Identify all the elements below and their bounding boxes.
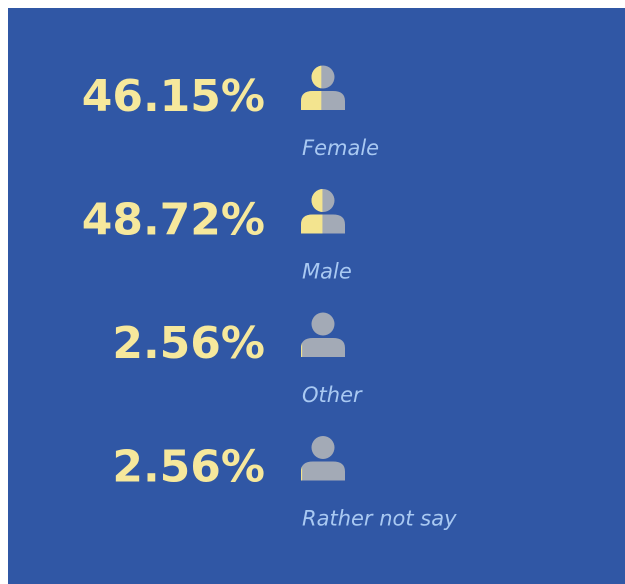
icon-head (311, 436, 335, 459)
person-icon-fill (301, 342, 303, 357)
icon-body (301, 214, 323, 234)
icon-body (301, 338, 345, 357)
person-icon-empty (301, 436, 345, 481)
icon-body (301, 466, 303, 481)
person-icon-fill (301, 65, 322, 110)
category-label: Female (302, 136, 379, 160)
icon-body (301, 342, 303, 357)
icon-head (311, 312, 335, 336)
person-icon-fill (301, 466, 303, 481)
percentage-label: 2.56% (112, 442, 265, 493)
category-label: Other (302, 383, 363, 407)
icon-body (301, 461, 345, 481)
category-label: Rather not say (302, 507, 457, 531)
percentage-label: 48.72% (82, 195, 265, 246)
percentage-label: 46.15% (82, 71, 265, 122)
icon-body (301, 91, 322, 110)
person-icon-fill (301, 189, 323, 234)
percentage-label: 2.56% (112, 318, 265, 369)
category-label: Male (302, 260, 352, 284)
icon-head (311, 189, 323, 212)
person-icon-empty (301, 312, 345, 357)
icon-head (311, 65, 322, 89)
